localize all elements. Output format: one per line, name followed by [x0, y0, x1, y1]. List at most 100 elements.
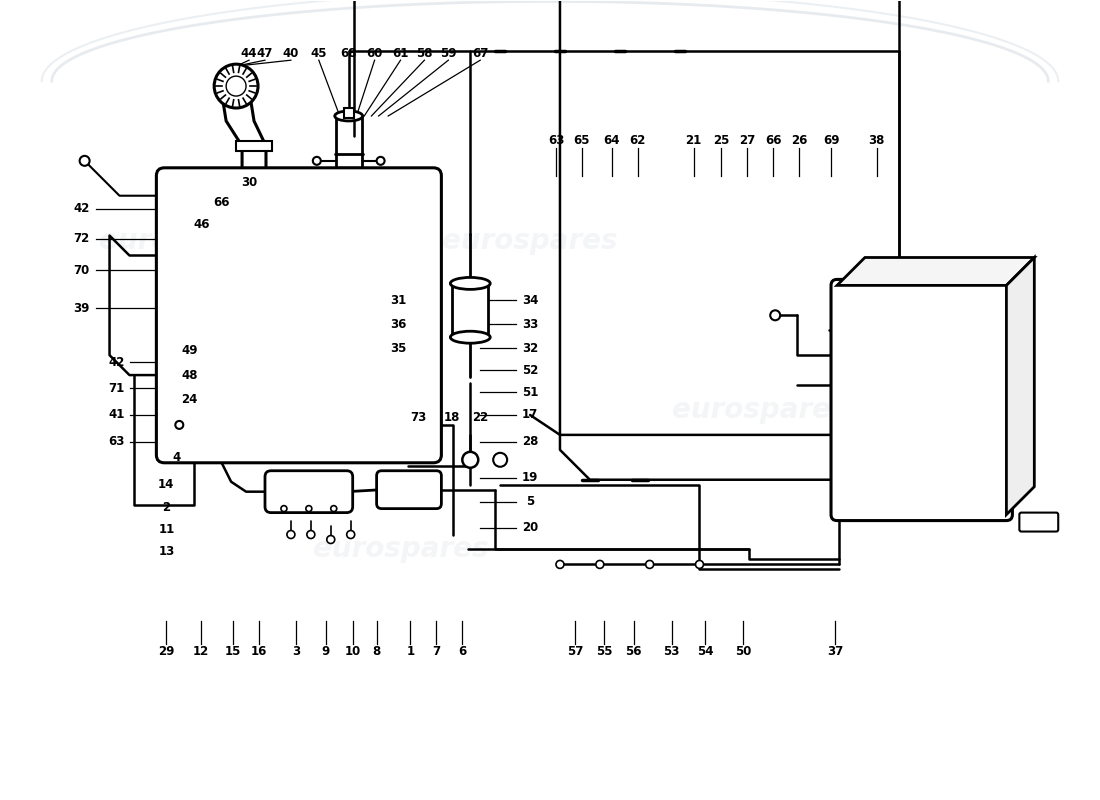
Text: 66: 66: [764, 134, 781, 147]
Text: 59: 59: [440, 46, 456, 60]
Text: 73: 73: [410, 411, 427, 425]
Text: 61: 61: [393, 46, 409, 60]
Text: 17: 17: [521, 409, 538, 422]
FancyBboxPatch shape: [376, 470, 441, 509]
Text: eurospares: eurospares: [312, 535, 488, 563]
Polygon shape: [837, 258, 1034, 286]
Text: 66: 66: [213, 196, 230, 209]
Text: 5: 5: [526, 495, 535, 508]
Text: 58: 58: [416, 46, 432, 60]
Text: 12: 12: [194, 645, 209, 658]
FancyBboxPatch shape: [830, 279, 1012, 521]
Text: 64: 64: [604, 134, 620, 147]
Bar: [236, 141, 272, 151]
Circle shape: [306, 506, 311, 512]
Text: 21: 21: [685, 134, 702, 147]
Text: 41: 41: [108, 409, 124, 422]
Text: 13: 13: [158, 545, 175, 558]
Text: 2: 2: [163, 501, 170, 514]
Text: 67: 67: [472, 46, 488, 60]
Ellipse shape: [334, 111, 363, 121]
Text: 63: 63: [548, 134, 564, 147]
Text: 1: 1: [406, 645, 415, 658]
Circle shape: [493, 453, 507, 466]
FancyBboxPatch shape: [1020, 513, 1058, 531]
Text: 26: 26: [791, 134, 807, 147]
Circle shape: [596, 561, 604, 569]
Text: 34: 34: [521, 294, 538, 307]
Text: eurospares: eurospares: [442, 226, 618, 254]
Text: 36: 36: [390, 318, 407, 330]
Text: 53: 53: [663, 645, 680, 658]
Circle shape: [287, 530, 295, 538]
Bar: [452, 282, 488, 338]
Text: 71: 71: [109, 382, 124, 394]
Text: 62: 62: [629, 134, 646, 147]
Text: 49: 49: [182, 344, 198, 357]
Text: 28: 28: [521, 435, 538, 448]
Text: 6: 6: [459, 645, 466, 658]
Circle shape: [346, 530, 354, 538]
Ellipse shape: [450, 278, 491, 290]
Circle shape: [331, 506, 337, 512]
Circle shape: [280, 506, 287, 512]
Text: 38: 38: [869, 134, 886, 147]
Text: 30: 30: [241, 176, 257, 190]
Text: 46: 46: [192, 218, 209, 231]
Text: 45: 45: [310, 46, 327, 60]
Text: 54: 54: [697, 645, 714, 658]
Text: 27: 27: [739, 134, 756, 147]
Text: 4: 4: [173, 451, 180, 464]
Circle shape: [556, 561, 564, 569]
Text: 52: 52: [521, 364, 538, 377]
Bar: [343, 108, 354, 118]
Text: 18: 18: [444, 411, 461, 425]
Text: 55: 55: [595, 645, 612, 658]
Text: 22: 22: [472, 411, 488, 425]
Text: 29: 29: [158, 645, 175, 658]
Text: 57: 57: [566, 645, 583, 658]
Circle shape: [462, 452, 478, 468]
Text: 11: 11: [158, 523, 175, 536]
Text: 40: 40: [283, 46, 299, 60]
Text: eurospares: eurospares: [671, 396, 847, 424]
Text: 10: 10: [344, 645, 361, 658]
Text: 15: 15: [224, 645, 241, 658]
Text: 31: 31: [390, 294, 407, 307]
Text: 48: 48: [182, 369, 198, 382]
Text: 42: 42: [74, 202, 90, 215]
Ellipse shape: [450, 331, 491, 343]
Text: 16: 16: [251, 645, 267, 658]
Text: 70: 70: [74, 264, 90, 277]
Text: 42: 42: [108, 356, 124, 369]
Text: 7: 7: [432, 645, 440, 658]
Text: 35: 35: [390, 342, 407, 354]
Text: 47: 47: [256, 46, 273, 60]
Text: 68: 68: [341, 46, 358, 60]
Text: 63: 63: [108, 435, 124, 448]
Circle shape: [79, 156, 89, 166]
Text: 44: 44: [241, 46, 257, 60]
Text: 56: 56: [626, 645, 642, 658]
Text: 8: 8: [373, 645, 381, 658]
Circle shape: [376, 157, 385, 165]
Circle shape: [646, 561, 653, 569]
Circle shape: [327, 535, 334, 543]
Text: 50: 50: [735, 645, 751, 658]
Text: 25: 25: [713, 134, 729, 147]
Text: 9: 9: [321, 645, 330, 658]
Text: 32: 32: [521, 342, 538, 354]
Text: eurospares: eurospares: [99, 226, 274, 254]
Circle shape: [214, 64, 258, 108]
Text: 69: 69: [823, 134, 839, 147]
Text: 20: 20: [521, 521, 538, 534]
Circle shape: [175, 421, 184, 429]
Text: 37: 37: [827, 645, 843, 658]
Text: 33: 33: [521, 318, 538, 330]
Text: 60: 60: [366, 46, 383, 60]
FancyBboxPatch shape: [265, 470, 353, 513]
Polygon shape: [1006, 258, 1034, 514]
Text: 72: 72: [74, 232, 90, 245]
Text: 51: 51: [521, 386, 538, 398]
Text: 3: 3: [292, 645, 300, 658]
